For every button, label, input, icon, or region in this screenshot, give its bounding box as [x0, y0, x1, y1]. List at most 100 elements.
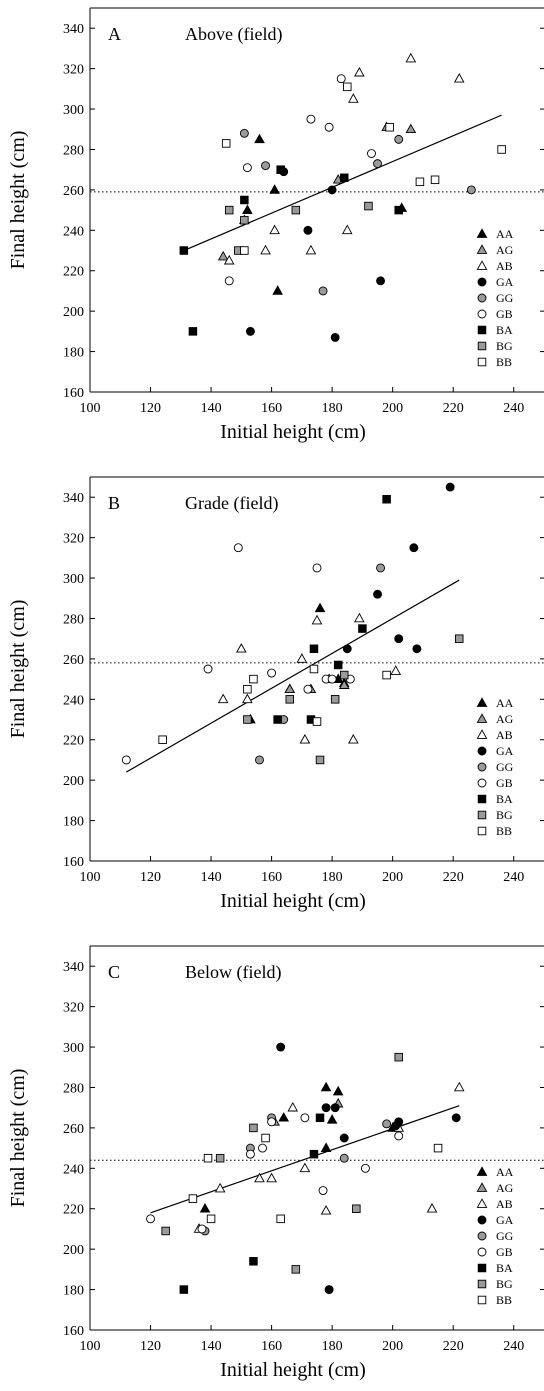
data-point-gb	[394, 1131, 404, 1141]
panel-letter: C	[108, 962, 120, 982]
data-point-ga	[330, 332, 340, 342]
panel-title: Above (field)	[185, 24, 282, 45]
data-point-ab	[426, 1202, 438, 1213]
data-point-bb	[343, 82, 352, 92]
data-point-bb	[221, 139, 231, 148]
data-point-bg	[249, 1123, 258, 1133]
data-point-bg	[291, 1265, 301, 1274]
series-bb	[188, 1133, 443, 1224]
data-point-bg	[240, 215, 249, 225]
series-gb	[121, 543, 355, 765]
y-tick-label: 180	[63, 346, 84, 361]
y-tick-label: 300	[63, 1041, 84, 1056]
legend-marker-ag	[476, 244, 488, 254]
series-ba	[273, 494, 391, 724]
legend-marker-bg	[477, 1279, 487, 1289]
data-point-ba	[358, 624, 367, 633]
data-point-ab	[305, 244, 317, 255]
legend-label-bg: BG	[496, 808, 513, 822]
legend-label-ba: BA	[496, 1261, 513, 1275]
data-point-gg	[373, 159, 382, 169]
data-point-ba	[333, 660, 343, 670]
data-point-ab	[260, 244, 271, 255]
y-tick-label: 300	[63, 572, 84, 587]
series-aa	[245, 602, 350, 724]
x-tick-label: 240	[503, 1339, 524, 1354]
data-point-aa	[242, 204, 253, 214]
data-point-ab	[217, 693, 229, 704]
data-point-gg	[261, 161, 270, 171]
data-point-ba	[315, 1113, 325, 1123]
data-point-ga	[339, 1133, 349, 1143]
data-point-gg	[339, 1153, 349, 1163]
legend-label-ga: GA	[496, 1213, 514, 1227]
data-point-ab	[242, 693, 253, 704]
data-point-aa	[332, 1085, 344, 1096]
y-tick-label: 240	[63, 693, 84, 708]
series-ba	[179, 165, 403, 336]
x-tick-label: 200	[382, 1339, 403, 1354]
data-point-aa	[320, 1081, 332, 1092]
data-point-ab	[354, 66, 365, 77]
data-point-ga	[445, 482, 455, 492]
legend-marker-bb	[477, 826, 487, 836]
legend-marker-aa	[476, 697, 488, 707]
data-point-ab	[299, 1162, 311, 1173]
legend-marker-bb	[477, 1295, 487, 1305]
legend-label-ga: GA	[496, 275, 514, 289]
legend: AA AG AB GA GG GB BA BG BB	[476, 227, 514, 369]
data-point-bb	[188, 1194, 198, 1203]
legend-marker-aa	[476, 228, 488, 238]
x-tick-label: 220	[443, 401, 464, 416]
data-point-gg	[382, 1119, 392, 1129]
legend-marker-ba	[477, 794, 487, 804]
series-aa	[199, 1081, 398, 1213]
data-point-bb	[243, 684, 252, 694]
legend-marker-gb	[477, 309, 487, 319]
data-point-gb	[360, 1163, 370, 1173]
series-ga	[276, 1042, 461, 1295]
legend-label-bg: BG	[496, 339, 513, 353]
legend-label-bb: BB	[496, 824, 512, 838]
data-point-ab	[296, 653, 308, 663]
y-tick-label: 200	[63, 1243, 84, 1258]
data-point-gb	[245, 1149, 255, 1159]
panel-a: 160 180 200 220 240 260 280 300 320 340 100 120 140 1…	[7, 7, 544, 443]
legend-marker-bg	[477, 810, 487, 820]
data-point-ga	[394, 1117, 404, 1127]
y-tick-label: 160	[63, 386, 84, 401]
legend-marker-ba	[477, 325, 487, 335]
data-point-ba	[240, 195, 249, 205]
x-tick-label: 180	[322, 401, 343, 416]
x-axis-title: Initial height (cm)	[220, 890, 366, 912]
legend-marker-ab	[476, 729, 488, 739]
data-point-ba	[382, 494, 391, 504]
legend-marker-gb	[477, 1247, 487, 1257]
data-point-gg	[255, 755, 264, 765]
legend-label-ab: AB	[496, 728, 513, 742]
data-point-ag	[338, 679, 350, 689]
legend-label-gb: GB	[496, 1245, 513, 1259]
data-point-bg	[224, 205, 234, 215]
y-tick-label: 340	[63, 491, 84, 506]
panel-c: 160 180 200 220 240 260 280 300 320 340 100 120 140 1…	[7, 945, 544, 1381]
y-tick-label: 340	[63, 960, 84, 975]
data-point-bg	[352, 1204, 361, 1213]
data-point-bg	[285, 695, 295, 704]
y-tick-label: 180	[63, 815, 84, 830]
data-point-ba	[249, 1257, 258, 1266]
legend-marker-ga	[477, 1215, 487, 1225]
y-tick-label: 220	[63, 265, 84, 280]
data-point-ab	[348, 93, 359, 103]
legend-marker-aa	[476, 1166, 488, 1176]
data-point-ab	[254, 1172, 265, 1183]
data-point-gb	[242, 163, 252, 173]
y-tick-label: 260	[63, 653, 84, 668]
data-point-ba	[309, 644, 319, 654]
data-point-bg	[364, 201, 373, 211]
x-tick-label: 220	[443, 1339, 464, 1354]
series-ag	[217, 121, 417, 261]
legend-marker-bb	[477, 357, 487, 367]
legend-marker-gg	[477, 762, 487, 772]
data-point-ab	[287, 1101, 299, 1112]
